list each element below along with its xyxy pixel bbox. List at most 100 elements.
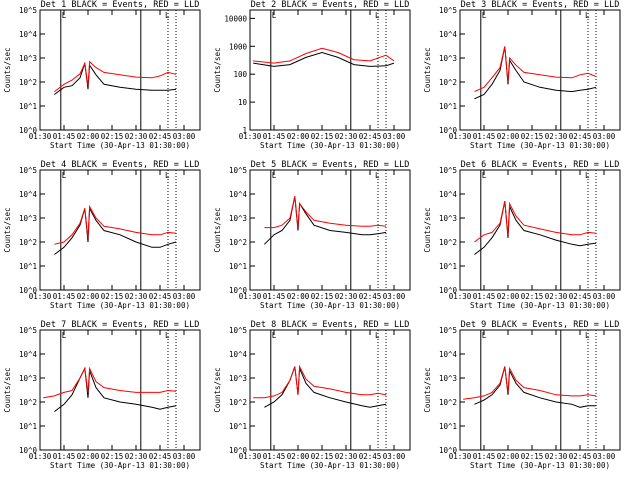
y-tick-label: 10^3 (19, 214, 37, 223)
y-tick-label: 10^4 (19, 350, 38, 359)
panel-det-3: Det 3 BLACK = Events, RED = LLD 01:30 01:4… (423, 0, 621, 150)
panel-det-7: Det 7 BLACK = Events, RED = LLD 01:30 01:4… (3, 320, 201, 470)
x-tick-label: 02:00 (77, 132, 100, 141)
x-axis-label: Start Time (30-Apr-13 01:30:00) (260, 301, 400, 310)
y-tick-label: 10^3 (19, 54, 37, 63)
y-tick-label: 10^0 (19, 126, 38, 135)
series-line-lld (474, 46, 597, 93)
y-tick-label: 10^5 (19, 326, 37, 335)
x-axis-label: Start Time (30-Apr-13 01:30:00) (260, 461, 400, 470)
y-tick-label: 10^5 (439, 6, 457, 15)
y-tick-label: 10000 (224, 14, 247, 23)
y-tick-label: 10^1 (229, 262, 247, 271)
y-tick-label: 10^1 (19, 262, 37, 271)
y-tick-label: 10^1 (19, 422, 37, 431)
y-tick-label: 10^0 (19, 286, 38, 295)
y-tick-label: 10^3 (439, 54, 457, 63)
y-tick-label: 10^2 (19, 398, 37, 407)
x-axis-label: Start Time (30-Apr-13 01:30:00) (50, 461, 190, 470)
x-tick-label: 03:00 (383, 452, 406, 461)
plot-frame (249, 169, 411, 291)
x-tick-label: 01:30 (29, 452, 52, 461)
x-tick-label: 02:00 (497, 132, 520, 141)
panel-det-4: Det 4 BLACK = Events, RED = LLD 01:30 01:4… (3, 160, 201, 310)
marker-label: L (62, 171, 67, 180)
y-tick-label: 10^5 (19, 6, 37, 15)
x-tick-label: 02:15 (521, 132, 544, 141)
y-tick-label: 10^0 (439, 446, 458, 455)
series-line-lld (54, 60, 177, 92)
marker-label: L (375, 11, 380, 20)
y-axis-label: Counts/sec (3, 367, 12, 412)
x-tick-label: 02:30 (125, 292, 148, 301)
panel-title: Det 3 BLACK = Events, RED = LLD (461, 0, 620, 10)
plot-frame (39, 169, 201, 291)
y-tick-label: 10^2 (19, 238, 37, 247)
y-tick-label: 1000 (229, 42, 248, 51)
x-tick-label: 02:45 (359, 132, 382, 141)
marker-label: L (585, 11, 590, 20)
y-axis-label: Counts/sec (213, 367, 222, 412)
panel-title: Det 7 BLACK = Events, RED = LLD (41, 320, 200, 330)
x-axis-label: Start Time (30-Apr-13 01:30:00) (260, 141, 400, 150)
x-tick-label: 01:30 (29, 132, 52, 141)
y-tick-label: 10^0 (229, 286, 248, 295)
series-line-lld (264, 196, 387, 229)
panel-det-2: Det 2 BLACK = Events, RED = LLD 01:30 01:4… (213, 0, 411, 150)
x-tick-label: 01:45 (263, 292, 286, 301)
x-tick-label: 02:30 (335, 132, 358, 141)
panel-det-1: Det 1 BLACK = Events, RED = LLD 01:30 01:4… (3, 0, 201, 150)
x-tick-label: 02:15 (311, 292, 334, 301)
x-tick-label: 01:45 (263, 132, 286, 141)
x-axis-label: Start Time (30-Apr-13 01:30:00) (50, 141, 190, 150)
y-tick-label: 10^4 (229, 190, 248, 199)
y-axis-label: Counts/sec (423, 367, 432, 412)
y-tick-label: 10^5 (439, 326, 457, 335)
y-tick-label: 1 (242, 126, 247, 135)
x-tick-label: 02:15 (311, 452, 334, 461)
marker-label: L (272, 11, 277, 20)
x-tick-label: 03:00 (593, 292, 616, 301)
y-tick-label: 10^4 (439, 30, 458, 39)
x-tick-label: 03:00 (173, 452, 196, 461)
x-tick-label: 02:45 (359, 452, 382, 461)
y-tick-label: 10^5 (229, 326, 247, 335)
plot-frame (459, 169, 621, 291)
x-tick-label: 02:15 (521, 452, 544, 461)
y-tick-label: 10^2 (229, 398, 247, 407)
x-tick-label: 02:00 (497, 292, 520, 301)
x-tick-label: 01:30 (449, 132, 472, 141)
y-axis-label: Counts/sec (213, 47, 222, 92)
marker-label: L (165, 11, 170, 20)
y-axis-label: Counts/sec (3, 207, 12, 252)
series-line-lld (253, 47, 395, 64)
x-tick-label: 02:00 (77, 292, 100, 301)
x-tick-label: 03:00 (173, 292, 196, 301)
series-line-events (264, 196, 387, 245)
x-tick-label: 01:30 (239, 452, 262, 461)
x-axis-label: Start Time (30-Apr-13 01:30:00) (470, 461, 610, 470)
y-tick-label: 10^3 (439, 214, 457, 223)
panel-title: Det 6 BLACK = Events, RED = LLD (461, 160, 620, 170)
panel-det-5: Det 5 BLACK = Events, RED = LLD 01:30 01:4… (213, 160, 411, 310)
marker-label: L (482, 331, 487, 340)
x-tick-label: 02:45 (359, 292, 382, 301)
x-tick-label: 01:45 (263, 452, 286, 461)
y-tick-label: 10^5 (439, 166, 457, 175)
y-tick-label: 10^2 (439, 238, 457, 247)
x-axis-label: Start Time (30-Apr-13 01:30:00) (470, 141, 610, 150)
x-tick-label: 01:30 (449, 292, 472, 301)
y-axis-label: Counts/sec (3, 47, 12, 92)
x-tick-label: 01:30 (239, 292, 262, 301)
y-tick-label: 10^3 (229, 214, 247, 223)
x-tick-label: 02:15 (101, 292, 124, 301)
series-line-events (474, 366, 596, 408)
y-tick-label: 10^3 (19, 374, 37, 383)
series-line-events (474, 46, 597, 100)
marker-label: L (165, 331, 170, 340)
x-tick-label: 01:30 (239, 132, 262, 141)
series-line-lld (253, 364, 387, 399)
marker-label: L (272, 331, 277, 340)
x-tick-label: 02:00 (287, 132, 310, 141)
y-tick-label: 10^4 (19, 30, 38, 39)
